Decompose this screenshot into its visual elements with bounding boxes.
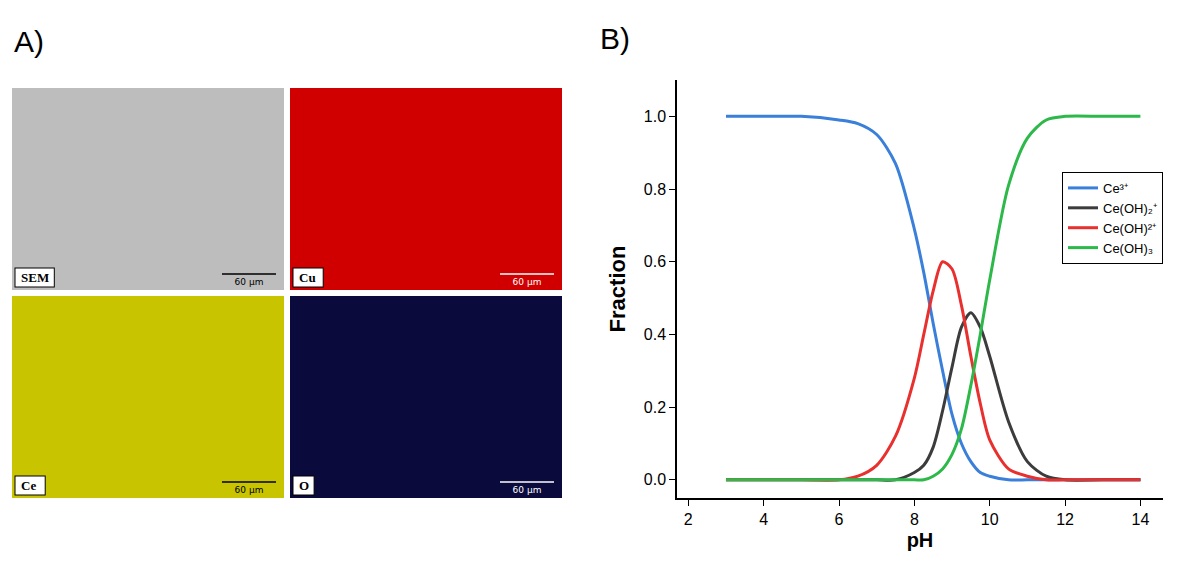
svg-text:pH: pH — [907, 529, 934, 551]
html-text:B): B) — [600, 22, 630, 55]
svg-text:4: 4 — [759, 511, 768, 528]
svg-text:2: 2 — [684, 511, 693, 528]
svg-text:Ce(OH)₂⁺: Ce(OH)₂⁺ — [1103, 201, 1157, 216]
svg-text:Ce(OH)²⁺: Ce(OH)²⁺ — [1103, 221, 1156, 236]
svg-text:60 µm: 60 µm — [235, 277, 264, 287]
svg-text:0.2: 0.2 — [644, 399, 666, 416]
svg-text:Ce³⁺: Ce³⁺ — [1103, 181, 1128, 196]
svg-text:12: 12 — [1056, 511, 1074, 528]
svg-text:8: 8 — [910, 511, 919, 528]
svg-text:Ce: Ce — [21, 478, 36, 493]
svg-text:A): A) — [14, 25, 44, 58]
svg-text:60 µm: 60 µm — [513, 485, 542, 495]
svg-text:Fraction: Fraction — [605, 246, 630, 333]
svg-text:10: 10 — [981, 511, 999, 528]
svg-text:SEM: SEM — [21, 270, 49, 285]
svg-text:6: 6 — [835, 511, 844, 528]
svg-text:0.4: 0.4 — [644, 326, 666, 343]
svg-text:60 µm: 60 µm — [235, 485, 264, 495]
svg-text:0.6: 0.6 — [644, 253, 666, 270]
svg-text:Ce(OH)₃: Ce(OH)₃ — [1103, 241, 1153, 256]
svg-text:0.0: 0.0 — [644, 471, 666, 488]
svg-text:Cu: Cu — [299, 270, 316, 285]
svg-text:1.0: 1.0 — [644, 108, 666, 125]
svg-text:14: 14 — [1132, 511, 1150, 528]
svg-text:O: O — [299, 478, 309, 493]
svg-text:0.8: 0.8 — [644, 181, 666, 198]
svg-text:60 µm: 60 µm — [513, 277, 542, 287]
